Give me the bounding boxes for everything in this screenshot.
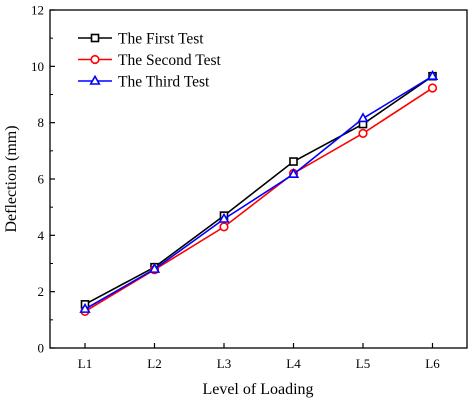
x-tick-label: L3 bbox=[217, 356, 231, 371]
y-tick-label: 6 bbox=[38, 172, 45, 187]
data-point bbox=[218, 212, 230, 223]
data-point bbox=[426, 69, 439, 80]
legend-item: The Third Test bbox=[78, 74, 210, 91]
y-tick-label: 4 bbox=[38, 228, 45, 243]
data-point bbox=[219, 222, 229, 232]
y-tick-label: 8 bbox=[38, 115, 45, 130]
y-tick-label: 0 bbox=[38, 341, 45, 356]
legend-item: The Second Test bbox=[78, 52, 221, 69]
series-line bbox=[84, 75, 433, 306]
y-tick-label: 12 bbox=[31, 3, 44, 18]
data-point bbox=[287, 167, 300, 179]
data-point bbox=[79, 302, 91, 313]
data-point bbox=[427, 83, 438, 93]
y-axis: 0 2 4 6 8 10 12 bbox=[31, 3, 55, 356]
legend-label: The First Test bbox=[118, 31, 204, 48]
series-3 bbox=[79, 69, 439, 313]
legend-marker bbox=[90, 33, 100, 43]
legend-marker bbox=[89, 74, 101, 85]
x-tick-label: L6 bbox=[425, 356, 440, 371]
x-axis: L1 L2 L3 L4 L5 L6 bbox=[78, 343, 440, 371]
series-line bbox=[84, 75, 433, 310]
x-tick-label: L2 bbox=[147, 356, 161, 371]
x-tick-label: L4 bbox=[286, 356, 301, 371]
x-tick-label: L1 bbox=[78, 356, 92, 371]
legend-label: The Second Test bbox=[118, 52, 221, 69]
series-1 bbox=[80, 71, 437, 309]
y-tick-label: 10 bbox=[31, 59, 44, 74]
series-layer bbox=[79, 69, 439, 316]
x-tick-label: L5 bbox=[356, 356, 370, 371]
y-axis-title: Deflection (mm) bbox=[3, 125, 20, 232]
legend-marker bbox=[90, 54, 100, 65]
plot-frame bbox=[49, 9, 468, 349]
legend: The First Test The Second Test The Third T… bbox=[78, 31, 221, 91]
data-point bbox=[289, 157, 298, 166]
y-tick-label: 2 bbox=[38, 284, 45, 299]
x-axis-title: Level of Loading bbox=[202, 381, 313, 398]
series-line bbox=[84, 87, 433, 313]
data-point bbox=[358, 128, 368, 138]
data-point bbox=[357, 112, 369, 123]
legend-item: The First Test bbox=[78, 31, 204, 48]
legend-label: The Third Test bbox=[118, 74, 210, 91]
data-point bbox=[148, 262, 161, 273]
